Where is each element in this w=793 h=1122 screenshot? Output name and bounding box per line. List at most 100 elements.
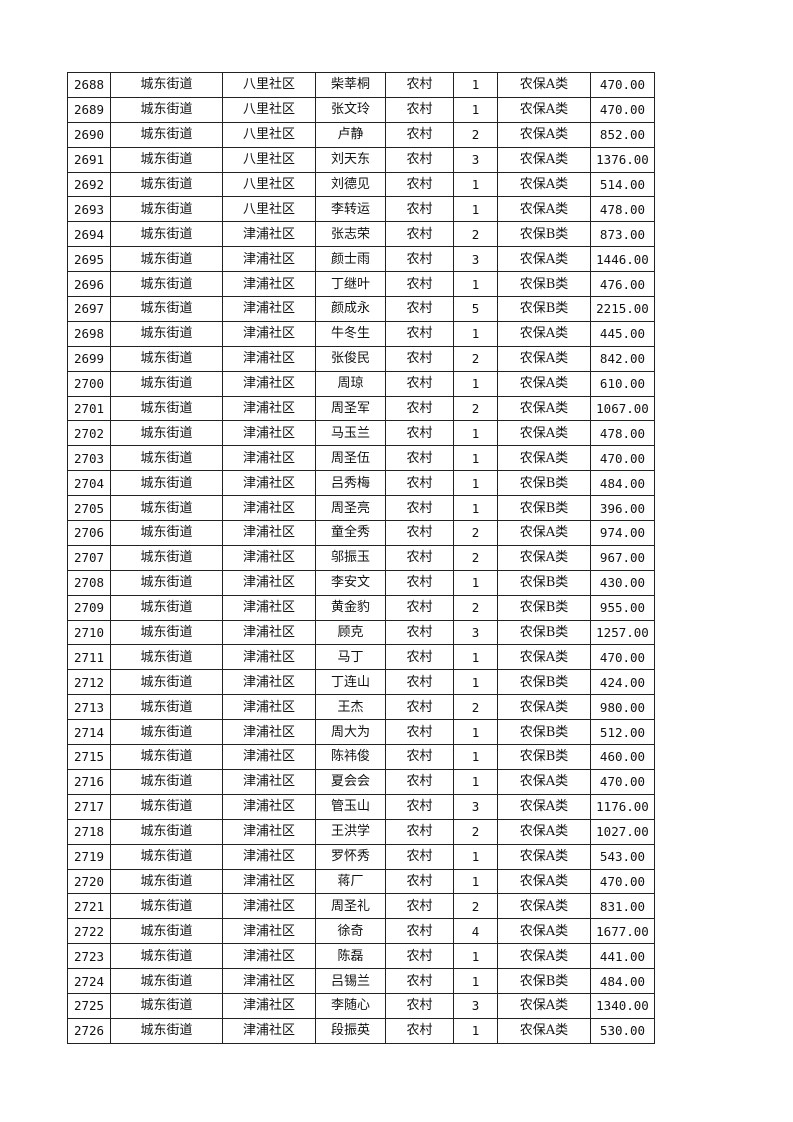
cell-community: 津浦社区 bbox=[222, 320, 316, 347]
table-row: 2724 城东街道 津浦社区 吕锡兰 农村 1 农保B类 484.00 bbox=[67, 968, 655, 994]
cell-type: 农村 bbox=[385, 719, 454, 746]
cell-category: 农保A类 bbox=[497, 818, 591, 845]
table-row: 2691 城东街道 八里社区 刘天东 农村 3 农保A类 1376.00 bbox=[67, 146, 655, 173]
cell-type: 农村 bbox=[385, 196, 454, 223]
cell-street: 城东街道 bbox=[110, 544, 223, 571]
cell-count: 1 bbox=[453, 569, 498, 596]
cell-community: 八里社区 bbox=[222, 171, 316, 198]
cell-count: 3 bbox=[453, 146, 498, 173]
cell-street: 城东街道 bbox=[110, 768, 223, 795]
cell-name: 柴莘桐 bbox=[315, 72, 386, 98]
cell-amount: 2215.00 bbox=[590, 296, 655, 322]
cell-type: 农村 bbox=[385, 544, 454, 571]
cell-name: 张俊民 bbox=[315, 345, 386, 372]
cell-street: 城东街道 bbox=[110, 918, 223, 945]
table-row: 2722 城东街道 津浦社区 徐奇 农村 4 农保A类 1677.00 bbox=[67, 918, 655, 945]
cell-type: 农村 bbox=[385, 370, 454, 397]
cell-category: 农保A类 bbox=[497, 196, 591, 223]
cell-community: 津浦社区 bbox=[222, 943, 316, 970]
cell-name: 顾克 bbox=[315, 619, 386, 646]
cell-count: 1 bbox=[453, 271, 498, 298]
cell-category: 农保B类 bbox=[497, 221, 591, 248]
cell-street: 城东街道 bbox=[110, 495, 223, 522]
cell-street: 城东街道 bbox=[110, 719, 223, 746]
cell-street: 城东街道 bbox=[110, 221, 223, 248]
cell-name: 王洪学 bbox=[315, 818, 386, 845]
cell-community: 津浦社区 bbox=[222, 843, 316, 870]
table-row: 2723 城东街道 津浦社区 陈磊 农村 1 农保A类 441.00 bbox=[67, 943, 655, 970]
cell-type: 农村 bbox=[385, 520, 454, 546]
cell-name: 段振英 bbox=[315, 1017, 386, 1044]
cell-count: 3 bbox=[453, 992, 498, 1019]
cell-category: 农保A类 bbox=[497, 121, 591, 148]
table-row: 2710 城东街道 津浦社区 顾克 农村 3 农保B类 1257.00 bbox=[67, 619, 655, 646]
cell-street: 城东街道 bbox=[110, 470, 223, 497]
cell-category: 农保A类 bbox=[497, 768, 591, 795]
cell-category: 农保A类 bbox=[497, 370, 591, 397]
cell-community: 津浦社区 bbox=[222, 569, 316, 596]
cell-amount: 512.00 bbox=[590, 719, 655, 746]
cell-amount: 514.00 bbox=[590, 171, 655, 198]
cell-street: 城东街道 bbox=[110, 271, 223, 298]
cell-community: 津浦社区 bbox=[222, 594, 316, 621]
cell-id: 2726 bbox=[67, 1017, 111, 1044]
cell-count: 1 bbox=[453, 370, 498, 397]
cell-count: 1 bbox=[453, 768, 498, 795]
cell-category: 农保A类 bbox=[497, 72, 591, 98]
cell-amount: 484.00 bbox=[590, 470, 655, 497]
cell-community: 津浦社区 bbox=[222, 271, 316, 298]
cell-name: 刘德见 bbox=[315, 171, 386, 198]
cell-category: 农保A类 bbox=[497, 320, 591, 347]
cell-amount: 470.00 bbox=[590, 644, 655, 671]
cell-count: 2 bbox=[453, 345, 498, 372]
cell-id: 2709 bbox=[67, 594, 111, 621]
cell-category: 农保A类 bbox=[497, 445, 591, 472]
cell-community: 津浦社区 bbox=[222, 221, 316, 248]
cell-name: 蒋厂 bbox=[315, 868, 386, 895]
table-row: 2693 城东街道 八里社区 李转运 农村 1 农保A类 478.00 bbox=[67, 196, 655, 223]
cell-id: 2702 bbox=[67, 420, 111, 447]
cell-community: 津浦社区 bbox=[222, 520, 316, 546]
cell-community: 津浦社区 bbox=[222, 893, 316, 920]
cell-street: 城东街道 bbox=[110, 370, 223, 397]
cell-type: 农村 bbox=[385, 669, 454, 696]
cell-category: 农保A类 bbox=[497, 345, 591, 372]
cell-amount: 1027.00 bbox=[590, 818, 655, 845]
cell-category: 农保A类 bbox=[497, 644, 591, 671]
cell-street: 城东街道 bbox=[110, 171, 223, 198]
table-row: 2702 城东街道 津浦社区 马玉兰 农村 1 农保A类 478.00 bbox=[67, 420, 655, 447]
cell-count: 1 bbox=[453, 744, 498, 770]
cell-category: 农保A类 bbox=[497, 943, 591, 970]
cell-name: 丁连山 bbox=[315, 669, 386, 696]
cell-community: 津浦社区 bbox=[222, 395, 316, 422]
cell-type: 农村 bbox=[385, 221, 454, 248]
cell-category: 农保A类 bbox=[497, 520, 591, 546]
cell-id: 2705 bbox=[67, 495, 111, 522]
cell-type: 农村 bbox=[385, 395, 454, 422]
cell-id: 2701 bbox=[67, 395, 111, 422]
cell-community: 津浦社区 bbox=[222, 818, 316, 845]
cell-type: 农村 bbox=[385, 644, 454, 671]
cell-count: 2 bbox=[453, 520, 498, 546]
table-row: 2690 城东街道 八里社区 卢静 农村 2 农保A类 852.00 bbox=[67, 121, 655, 148]
table-row: 2697 城东街道 津浦社区 颜成永 农村 5 农保B类 2215.00 bbox=[67, 296, 655, 322]
cell-category: 农保A类 bbox=[497, 96, 591, 123]
cell-street: 城东街道 bbox=[110, 146, 223, 173]
cell-amount: 1067.00 bbox=[590, 395, 655, 422]
cell-community: 八里社区 bbox=[222, 72, 316, 98]
cell-name: 颜士雨 bbox=[315, 246, 386, 273]
cell-id: 2717 bbox=[67, 793, 111, 820]
cell-amount: 842.00 bbox=[590, 345, 655, 372]
table-row: 2692 城东街道 八里社区 刘德见 农村 1 农保A类 514.00 bbox=[67, 171, 655, 198]
cell-category: 农保B类 bbox=[497, 470, 591, 497]
cell-street: 城东街道 bbox=[110, 669, 223, 696]
cell-community: 津浦社区 bbox=[222, 470, 316, 497]
table-row: 2716 城东街道 津浦社区 夏会会 农村 1 农保A类 470.00 bbox=[67, 768, 655, 795]
cell-id: 2712 bbox=[67, 669, 111, 696]
cell-name: 夏会会 bbox=[315, 768, 386, 795]
cell-id: 2691 bbox=[67, 146, 111, 173]
cell-street: 城东街道 bbox=[110, 345, 223, 372]
cell-category: 农保A类 bbox=[497, 893, 591, 920]
cell-amount: 1677.00 bbox=[590, 918, 655, 945]
cell-id: 2699 bbox=[67, 345, 111, 372]
